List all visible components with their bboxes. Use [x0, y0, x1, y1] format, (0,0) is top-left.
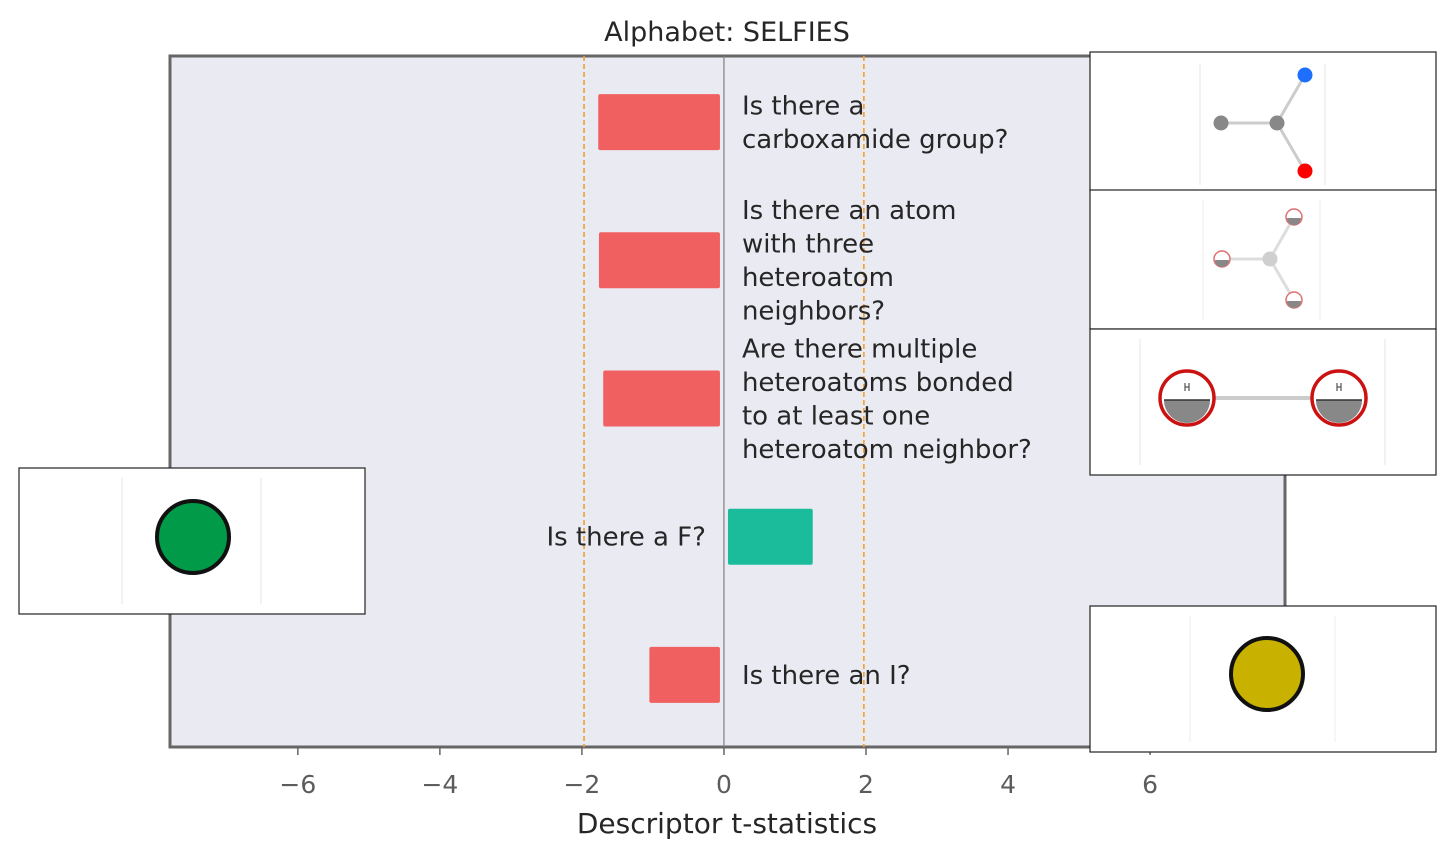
- x-tick-label-4: 2: [858, 770, 874, 799]
- bar-3: [727, 508, 813, 565]
- x-tick-label-2: −2: [563, 770, 600, 799]
- x-tick-label-1: −4: [421, 770, 458, 799]
- bar-1: [598, 232, 720, 289]
- bar-4: [649, 646, 720, 703]
- x-tick-label-3: 0: [716, 770, 732, 799]
- x-axis-label: Descriptor t-statistics: [577, 807, 877, 840]
- carboxamide-fragment-icon: [1089, 51, 1437, 192]
- bar-label-3: Is there a F?: [546, 523, 705, 553]
- x-tick-label-6: 6: [1142, 770, 1158, 799]
- bar-label-1: Is there an atom with three heteroatom neig…: [742, 196, 957, 326]
- three-heteroatom-neighbor-fragment-icon: [1089, 189, 1437, 330]
- bar-label-2: Are there multiple heteroatoms bonded to a…: [742, 334, 1032, 465]
- bar-0: [598, 94, 720, 151]
- iodine-atom-icon: [1089, 605, 1437, 753]
- bar-label-0: Is there a carboxamide group?: [742, 91, 1008, 155]
- bar-label-4: Is there an I?: [742, 661, 911, 691]
- bar-2: [603, 370, 720, 427]
- bars: [598, 94, 813, 703]
- chart-title: Alphabet: SELFIES: [604, 17, 850, 48]
- bar-labels: Is there a carboxamide group? Is there an …: [546, 91, 1031, 691]
- x-axis-ticks: −6 −4 −2 0 2 4 6: [279, 747, 1158, 799]
- x-tick-label-0: −6: [279, 770, 316, 799]
- threshold-lines: [583, 56, 865, 747]
- heteroatom-bond-fragment-icon: [1089, 328, 1437, 476]
- x-tick-label-5: 4: [1000, 770, 1016, 799]
- fluorine-atom-icon: [18, 467, 366, 615]
